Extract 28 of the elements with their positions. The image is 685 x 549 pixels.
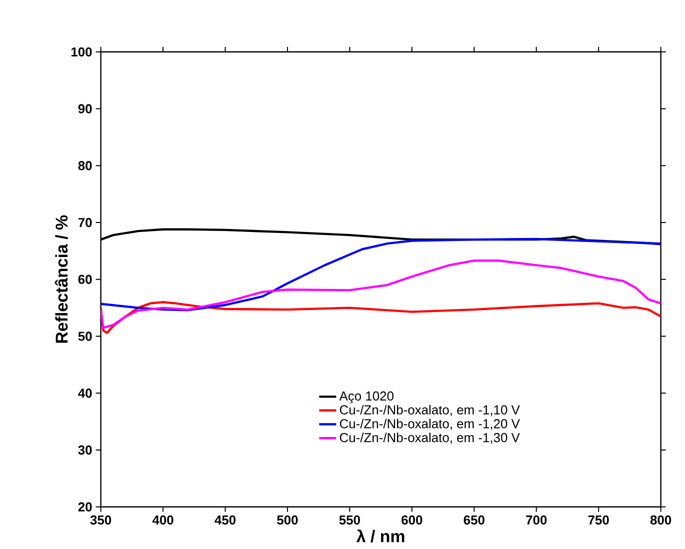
y-tick-label: 40 [78, 388, 92, 398]
x-tick-label: 400 [152, 515, 174, 525]
x-tick-label: 550 [339, 515, 360, 525]
y-tick-label: 90 [78, 104, 92, 114]
y-tick-label: 70 [78, 218, 92, 228]
y-axis-title: Reflectância / % [54, 215, 68, 343]
legend-label: Cu-/Zn-/Nb-oxalato, em -1,20 V [340, 418, 520, 430]
line-series [100, 301, 661, 334]
x-tick-label: 450 [214, 515, 236, 525]
line-series [100, 238, 661, 312]
legend-label: Cu-/Zn-/Nb-oxalato, em -1,10 V [340, 404, 520, 416]
x-tick-label: 650 [464, 515, 484, 525]
y-tick-label: 80 [78, 161, 92, 170]
x-tick-label: 800 [650, 515, 672, 525]
line-series [100, 260, 661, 329]
y-tick-label: 20 [78, 502, 92, 512]
y-tick-label: 60 [78, 274, 92, 284]
x-tick-label: 750 [588, 515, 609, 525]
x-tick-label: 350 [90, 515, 112, 525]
x-axis-title: λ / nm [356, 529, 404, 542]
y-tick-label: 100 [71, 47, 92, 56]
x-tick-label: 600 [402, 515, 422, 525]
y-tick-label: 50 [78, 332, 92, 341]
x-tick-label: 700 [526, 515, 547, 525]
legend-label: Cu-/Zn-/Nb-oxalato, em -1,30 V [340, 432, 520, 444]
legend-label: Aço 1020 [339, 391, 394, 404]
y-tick-label: 30 [78, 445, 92, 455]
x-tick-label: 500 [277, 515, 298, 525]
